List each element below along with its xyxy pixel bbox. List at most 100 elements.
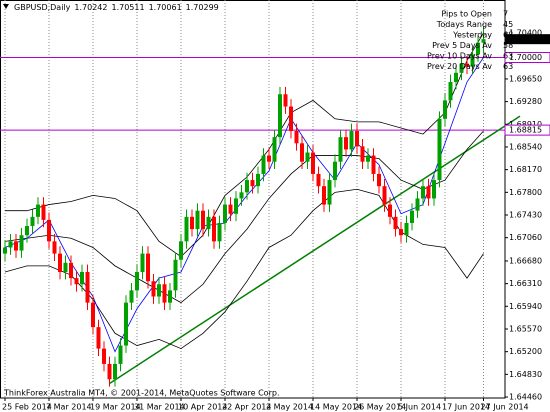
candle-body [30, 216, 35, 227]
candle-body [377, 173, 381, 187]
candle-body [448, 82, 453, 101]
candle-body [63, 262, 68, 272]
candle-body [305, 152, 310, 162]
x-tick-label: 25 Feb 2014 [2, 403, 52, 412]
level-price-label: 1.68815 [509, 126, 542, 135]
candle-body [19, 235, 24, 251]
candle-body [459, 63, 464, 73]
candle-body [107, 363, 112, 380]
header-value: GBPUSD,Daily [14, 3, 71, 12]
level-price-box [504, 124, 550, 136]
candle-body [476, 42, 480, 55]
candle-body [366, 155, 370, 162]
candle-body [195, 210, 200, 230]
candle-body [316, 173, 321, 187]
candle-body [41, 204, 46, 220]
candle-body [272, 137, 277, 162]
candle-body [399, 229, 403, 236]
candle-body [140, 253, 145, 272]
candle-body [52, 241, 57, 254]
candle-body [410, 210, 414, 223]
candle-body [278, 94, 282, 138]
x-tick-label: 2 May 2014 [266, 403, 313, 412]
candle-body [85, 271, 90, 303]
y-tick-label: 1.65200 [509, 347, 542, 356]
candle-body [239, 192, 244, 199]
info-label: Yesterday [452, 31, 492, 40]
candle-body [14, 241, 18, 251]
candle-body [190, 216, 194, 230]
candle-body [327, 180, 332, 205]
y-tick-label: 1.65940 [509, 302, 542, 311]
candle-body [47, 219, 51, 242]
y-tick-label: 1.65570 [509, 324, 542, 333]
candle-body [245, 180, 249, 193]
candle-body [157, 284, 161, 297]
candle-body [3, 247, 7, 254]
candle-body [333, 161, 337, 181]
x-tick-label: 22 Apr 2014 [222, 403, 271, 412]
y-tick-label: 1.69280 [509, 97, 542, 106]
header-value: 1.70299 [186, 3, 219, 12]
candle-body [179, 241, 183, 260]
candle-body [146, 253, 150, 282]
copyright: ThinkForex Australia MT4, © 2001-2014, M… [3, 389, 280, 398]
y-tick-label: 1.68910 [509, 120, 542, 129]
candle-body [415, 198, 420, 211]
candle-body [74, 278, 79, 285]
candle-body [173, 259, 178, 291]
candle-body [421, 186, 425, 199]
candle-body [184, 216, 189, 242]
trendline [109, 115, 521, 385]
candle-body [443, 100, 447, 119]
info-label: Prev 5 Days Av [432, 41, 492, 50]
chart-header: GBPUSD,Daily 1.70242 1.70511 1.70061 1.70299 [14, 3, 219, 12]
y-tick-label: 1.69650 [509, 74, 542, 83]
info-value: 7 [503, 10, 508, 19]
candle-body [393, 216, 398, 230]
candle-body [382, 186, 387, 205]
candle-body [432, 180, 436, 199]
header-value: 1.70061 [149, 3, 182, 12]
y-tick-label: 1.66310 [509, 279, 542, 288]
candle-body [168, 290, 172, 303]
y-tick-label: 1.64830 [509, 370, 542, 379]
candle-body [80, 271, 84, 285]
candle-body [481, 39, 486, 43]
candle-body [212, 216, 216, 242]
x-tick-label: 26 May 2014 [354, 403, 406, 412]
candle-body [91, 302, 95, 328]
x-tick-label: 27 Jun 2014 [481, 403, 529, 412]
info-label: Prev 10 Days Av [427, 52, 492, 61]
candle-body [151, 281, 156, 297]
level-price-label: 1.70000 [509, 53, 542, 62]
y-tick-label: 1.68540 [509, 142, 542, 151]
candle-body [267, 155, 271, 162]
candle-body [283, 94, 288, 107]
candle-body [58, 253, 62, 272]
info-label: Pips to Open [441, 10, 492, 19]
candle-body [338, 137, 343, 162]
candle-body [162, 284, 167, 303]
candle-body [228, 204, 233, 214]
candle-body [25, 226, 29, 236]
y-tick-label: 1.66680 [509, 256, 542, 265]
candle-body [294, 131, 299, 144]
price-box [505, 34, 550, 45]
x-tick-label: 17 Jun 2014 [442, 403, 490, 412]
info-value: 58 [503, 41, 513, 50]
x-tick-label: 14 May 2014 [310, 403, 362, 412]
y-tick-label: 1.67060 [509, 233, 542, 242]
candle-body [135, 271, 139, 291]
y-tick-label: 1.70400 [509, 28, 542, 37]
candle-body [355, 131, 359, 147]
header-value: 1.70511 [111, 3, 144, 12]
candle-body [261, 155, 266, 174]
info-value: 63 [503, 62, 513, 71]
candle-body [388, 204, 392, 217]
header-icon [3, 4, 9, 9]
y-tick-label: 1.67800 [509, 188, 542, 197]
candle-body [250, 180, 255, 187]
